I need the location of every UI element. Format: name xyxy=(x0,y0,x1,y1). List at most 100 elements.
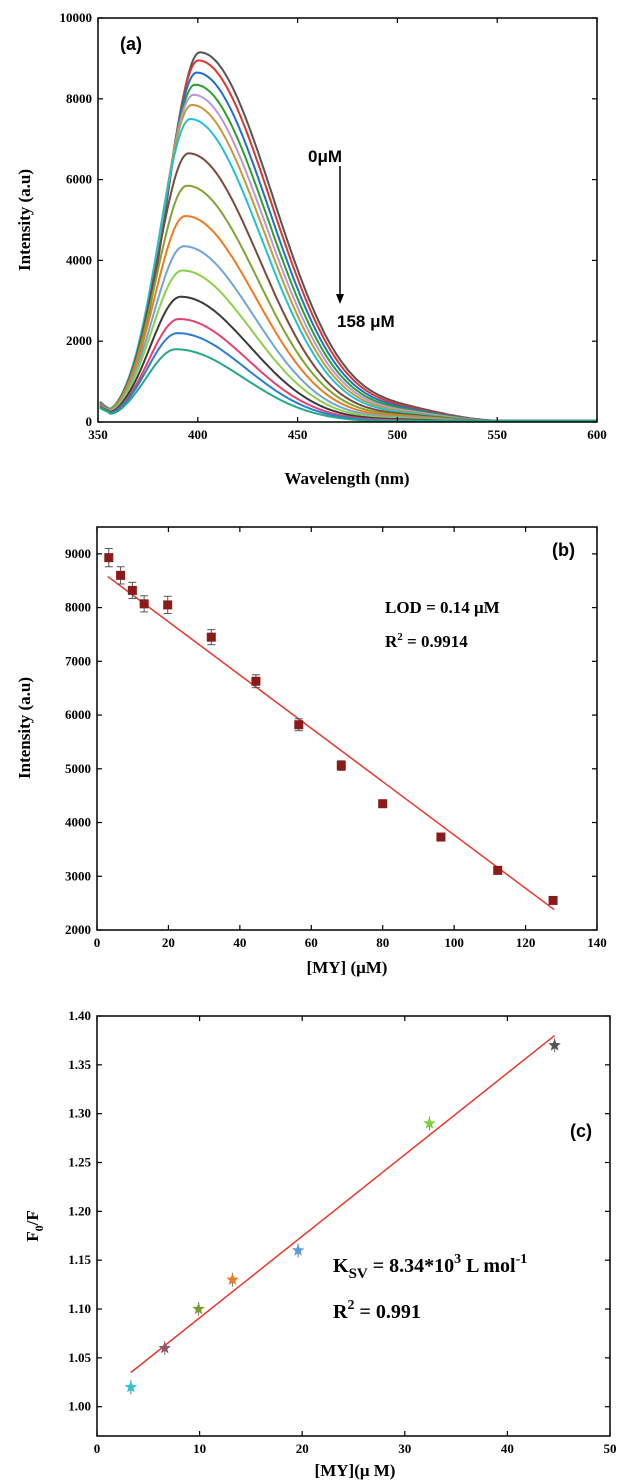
b-x-tick-label: 0 xyxy=(94,935,101,950)
b-data-point xyxy=(206,632,216,642)
a-y-tick-label: 6000 xyxy=(66,172,92,187)
b-fit-line xyxy=(107,575,555,911)
a-arrowhead xyxy=(336,294,344,304)
b-points xyxy=(104,547,558,905)
a-x-tick-label: 400 xyxy=(188,427,208,442)
c-y-tick-label: 1.40 xyxy=(68,1008,91,1023)
c-r2-value: = 0.991 xyxy=(354,1301,420,1323)
a-y-tick-label: 2000 xyxy=(66,333,92,348)
b-r2-annotation: R2 = 0.9914 xyxy=(385,631,468,651)
b-data-point xyxy=(294,720,304,730)
a-x-tick-label: 550 xyxy=(487,427,507,442)
c-data-point xyxy=(192,1302,205,1315)
c-y-tick-label: 1.15 xyxy=(68,1252,91,1267)
b-y-tick-label: 4000 xyxy=(65,815,91,830)
c-y-tick-label: 1.00 xyxy=(68,1399,91,1414)
c-ksv-annotation: KSV = 8.34*103 L mol-1 xyxy=(333,1252,527,1282)
b-data-point xyxy=(378,799,388,809)
a-series-line xyxy=(99,51,597,422)
a-panel-label: (a) xyxy=(120,34,142,54)
c-x-tick-label: 10 xyxy=(193,1441,206,1456)
b-x-tick-label: 60 xyxy=(305,935,318,950)
panel-b-calibration-chart: 0 20 40 60 80 100 120 140 2000 3000 4000 5000 6000 70… xyxy=(15,526,607,977)
c-data-point xyxy=(548,1038,561,1051)
c-x-tick-label: 50 xyxy=(604,1441,617,1456)
c-y-tick-label: 1.20 xyxy=(68,1203,91,1218)
c-x-tick-label: 20 xyxy=(296,1441,309,1456)
a-annotation-bottom: 158 μM xyxy=(337,312,395,331)
a-x-tick-label: 350 xyxy=(88,427,108,442)
a-x-tick-label: 600 xyxy=(587,427,607,442)
panel-a-spectra-chart: 350 400 450 500 550 6000200040006000800010000… xyxy=(15,10,607,488)
b-y-tick-label: 2000 xyxy=(65,922,91,937)
c-ylabel-main: F xyxy=(23,1231,42,1241)
b-data-point xyxy=(493,865,503,875)
c-ksv-sup2: -1 xyxy=(516,1252,528,1267)
a-x-tick-label: 500 xyxy=(388,427,408,442)
b-r2-prefix: R xyxy=(385,632,398,651)
a-plot-frame xyxy=(97,17,598,423)
b-y-tick-label: 9000 xyxy=(65,546,91,561)
c-x-tick-label: 30 xyxy=(398,1441,411,1456)
b-r2-value: = 0.9914 xyxy=(403,632,468,651)
b-x-tick-label: 100 xyxy=(444,935,464,950)
c-x-axis-title: [MY](μ M) xyxy=(315,1461,396,1480)
b-y-tick-label: 3000 xyxy=(65,868,91,883)
c-y-tick-label: 1.30 xyxy=(68,1106,91,1121)
a-x-tick-label: 450 xyxy=(288,427,308,442)
a-series-line xyxy=(99,184,597,422)
c-y-tick-label: 1.25 xyxy=(68,1155,91,1170)
c-points xyxy=(124,1038,561,1395)
c-r2-annotation: R2 = 0.991 xyxy=(333,1298,421,1323)
b-data-point xyxy=(139,599,149,609)
b-data-point xyxy=(436,832,446,842)
c-ksv-sub: SV xyxy=(349,1266,368,1282)
b-ticks: 0 20 40 60 80 100 120 140 2000 3000 4000 5000 6000 70… xyxy=(65,527,607,950)
c-ylabel-tail: /F xyxy=(23,1210,42,1226)
a-series-line xyxy=(99,59,597,422)
c-plot-frame xyxy=(96,1015,611,1437)
b-x-tick-label: 140 xyxy=(587,935,607,950)
b-data-point xyxy=(127,585,137,595)
b-x-tick-label: 40 xyxy=(233,935,246,950)
c-ksv-unit: L mol xyxy=(461,1255,516,1277)
a-x-axis-title: Wavelength (nm) xyxy=(284,469,409,488)
c-y-axis-title: F0/F xyxy=(23,1210,46,1242)
b-plot-frame xyxy=(96,526,598,931)
a-series-line xyxy=(99,348,597,422)
b-y-tick-label: 8000 xyxy=(65,600,91,615)
c-y-tick-label: 1.05 xyxy=(68,1350,91,1365)
b-x-tick-label: 80 xyxy=(376,935,389,950)
c-data-point xyxy=(158,1341,171,1354)
b-x-tick-label: 20 xyxy=(162,935,175,950)
b-panel-label: (b) xyxy=(552,540,575,560)
c-y-tick-label: 1.35 xyxy=(68,1057,91,1072)
b-x-axis-title: [MY] (μM) xyxy=(307,958,388,977)
b-lod-annotation: LOD = 0.14 μM xyxy=(385,598,500,617)
c-r2-prefix: R xyxy=(333,1301,348,1323)
b-data-point xyxy=(251,676,261,686)
b-data-point xyxy=(548,895,558,905)
b-fit xyxy=(107,575,555,911)
c-panel-label: (c) xyxy=(570,1121,592,1141)
c-y-tick-label: 1.10 xyxy=(68,1301,91,1316)
b-y-axis-title: Intensity (a.u) xyxy=(15,677,34,779)
c-data-point xyxy=(291,1243,305,1256)
a-y-tick-label: 0 xyxy=(86,414,93,429)
a-y-tick-label: 4000 xyxy=(66,252,92,267)
c-ylabel-sub: 0 xyxy=(32,1225,46,1231)
c-data-point xyxy=(423,1116,436,1129)
c-data-point xyxy=(226,1273,239,1285)
c-r2-sup: 2 xyxy=(347,1298,354,1313)
b-r2-sup: 2 xyxy=(397,631,403,643)
b-y-tick-label: 6000 xyxy=(65,707,91,722)
b-data-point xyxy=(116,570,126,580)
b-y-tick-label: 5000 xyxy=(65,761,91,776)
c-ticks: 0 10 20 30 40 50 1.00 1.05 1.10 1.15 1.20 1.25 1.30 1… xyxy=(68,1008,616,1456)
b-x-tick-label: 120 xyxy=(516,935,536,950)
c-fit-line xyxy=(130,1034,556,1374)
b-data-point xyxy=(163,600,173,610)
c-fit xyxy=(130,1034,556,1374)
